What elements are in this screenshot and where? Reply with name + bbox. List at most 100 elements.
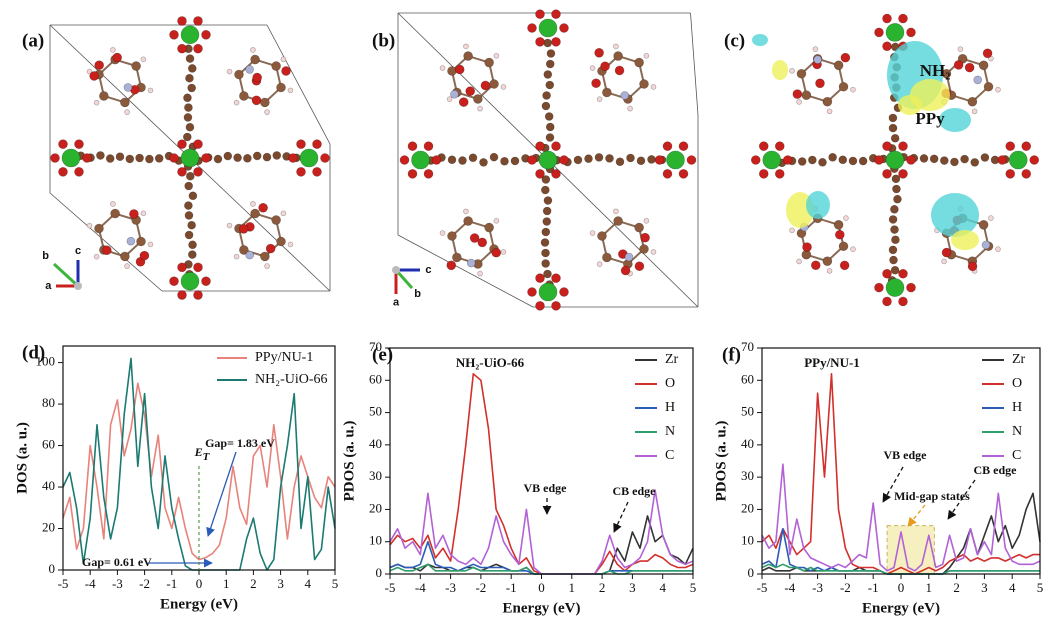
atom xyxy=(613,216,623,226)
atom xyxy=(826,108,833,115)
atom xyxy=(185,122,195,132)
atom xyxy=(662,141,673,151)
atom xyxy=(139,250,150,261)
atom xyxy=(489,152,499,162)
atom xyxy=(527,155,537,165)
x-tick-label: 4 xyxy=(1009,580,1016,595)
x-tick-label: -5 xyxy=(757,580,768,595)
atom xyxy=(893,194,902,204)
atom xyxy=(131,61,141,71)
atom xyxy=(882,13,892,24)
atom xyxy=(843,215,849,221)
y-tick-label: 50 xyxy=(741,404,754,419)
atom xyxy=(620,91,630,100)
annotation-text: VB edge xyxy=(884,448,928,462)
axis-letter: a xyxy=(45,280,52,292)
legend-label: H xyxy=(1012,400,1022,415)
atom xyxy=(551,141,561,151)
atom xyxy=(120,97,130,108)
atom xyxy=(602,87,612,98)
atom xyxy=(477,270,483,277)
legend-label: O xyxy=(1012,376,1022,391)
atom xyxy=(874,155,884,165)
y-tick-label: 0 xyxy=(748,565,755,580)
atom xyxy=(177,167,187,177)
atom xyxy=(822,256,833,267)
atom xyxy=(882,141,892,151)
atom xyxy=(960,154,969,164)
atom xyxy=(589,65,596,71)
atom xyxy=(982,48,993,59)
atom xyxy=(463,51,473,61)
atom xyxy=(233,153,242,162)
atom xyxy=(833,219,844,230)
atom xyxy=(535,141,545,151)
atom xyxy=(407,141,418,151)
atom xyxy=(500,84,507,90)
atom xyxy=(890,265,900,275)
atom xyxy=(906,27,916,38)
atom xyxy=(678,141,689,151)
atom xyxy=(1005,141,1016,151)
atom xyxy=(941,258,947,265)
atom xyxy=(184,103,193,112)
atom xyxy=(594,48,604,58)
y-tick-label: 10 xyxy=(741,533,754,548)
atom xyxy=(988,215,994,221)
axis-letter: c xyxy=(425,264,431,276)
atom xyxy=(543,38,552,48)
atom xyxy=(239,91,249,101)
atom xyxy=(243,153,252,163)
atom xyxy=(995,86,1001,93)
atom xyxy=(882,169,892,179)
atom xyxy=(840,52,851,63)
atom xyxy=(265,243,276,254)
atom xyxy=(941,247,952,258)
atom xyxy=(551,301,561,311)
x-tick-label: -1 xyxy=(506,580,517,595)
atom xyxy=(110,47,116,53)
atom xyxy=(223,151,233,161)
atom xyxy=(838,81,849,92)
atom xyxy=(626,153,635,163)
atom xyxy=(808,155,817,165)
atom xyxy=(184,201,193,210)
atom xyxy=(624,252,634,262)
atom xyxy=(423,141,434,151)
atom xyxy=(540,238,550,247)
atom xyxy=(890,205,899,214)
atom xyxy=(980,153,990,162)
y-tick-label: 60 xyxy=(42,437,55,452)
annotation: Gap= 1.83 eV xyxy=(205,436,275,450)
atom xyxy=(184,211,194,220)
x-tick-label: -1 xyxy=(868,580,879,595)
atom xyxy=(74,139,84,149)
atom xyxy=(891,174,901,184)
atom xyxy=(477,105,483,112)
atom xyxy=(465,86,476,96)
annotation: VB edge xyxy=(524,481,568,495)
atom xyxy=(447,231,457,241)
atom xyxy=(906,155,916,165)
atom xyxy=(187,64,197,73)
atom xyxy=(634,222,644,233)
atom xyxy=(535,169,545,179)
atom xyxy=(477,237,488,248)
atom xyxy=(439,230,446,236)
atom xyxy=(183,132,192,142)
atom xyxy=(312,139,322,149)
y-tick-label: 80 xyxy=(42,395,55,410)
x-tick-label: -5 xyxy=(385,580,396,595)
cell-edge xyxy=(49,192,163,292)
atom xyxy=(102,245,112,256)
atom xyxy=(272,151,282,160)
atom xyxy=(882,268,892,279)
atom xyxy=(234,69,244,80)
atom xyxy=(288,153,298,163)
atom xyxy=(639,79,649,89)
atom xyxy=(110,208,120,219)
atom xyxy=(527,287,537,297)
legend-label: NH₂-UiO-66 xyxy=(255,372,328,387)
atom xyxy=(193,139,203,149)
atom xyxy=(957,46,964,52)
